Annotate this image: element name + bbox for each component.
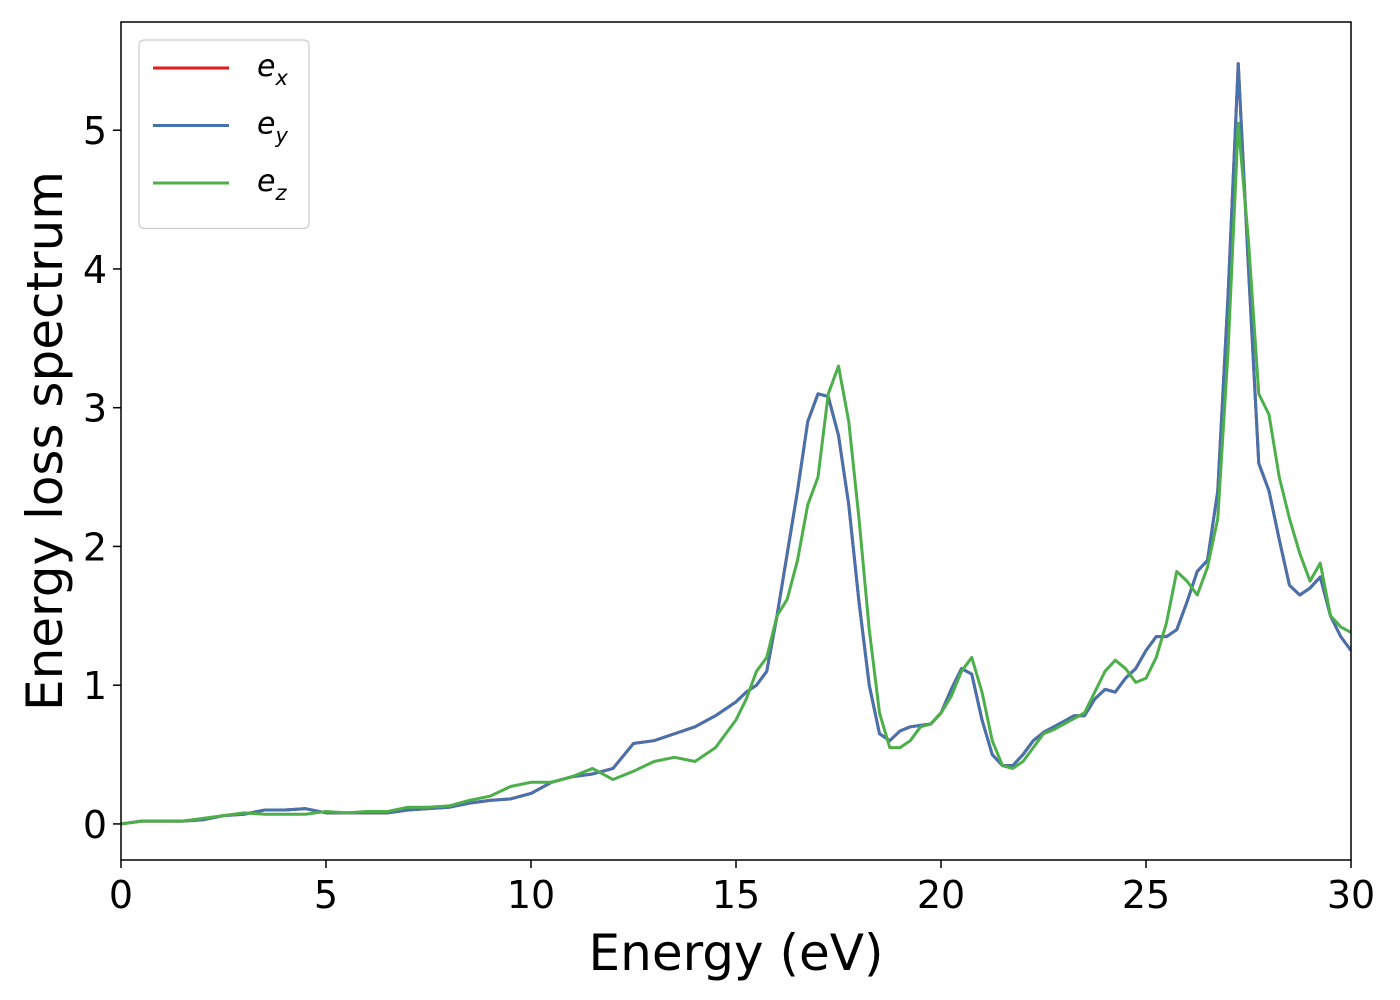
- y-axis-label: Energy loss spectrum: [16, 171, 74, 711]
- legend-label: ey: [257, 107, 288, 148]
- x-tick-label: 15: [712, 873, 760, 917]
- x-tick-label: 10: [507, 873, 555, 917]
- legend: ex ey ez: [138, 39, 310, 230]
- y-tick-label: 2: [83, 525, 107, 569]
- y-tick-label: 4: [83, 248, 107, 292]
- legend-label: ez: [257, 164, 287, 205]
- x-tick-label: 0: [109, 873, 133, 917]
- legend-label: ex: [257, 49, 288, 90]
- y-tick-label: 5: [83, 109, 107, 153]
- y-tick-label: 1: [83, 664, 107, 708]
- x-tick-label: 5: [314, 873, 338, 917]
- plot-frame: [120, 21, 1352, 861]
- series-line: [121, 121, 1351, 826]
- y-tick-label: 3: [83, 387, 107, 431]
- plot-lines: [121, 62, 1351, 826]
- x-tick-label: 30: [1327, 873, 1375, 917]
- x-axis-label: Energy (eV): [589, 924, 884, 982]
- y-tick-label: 0: [83, 803, 107, 847]
- legend-box: [138, 39, 310, 230]
- x-tick-label: 25: [1122, 873, 1170, 917]
- x-tick-label: 20: [917, 873, 965, 917]
